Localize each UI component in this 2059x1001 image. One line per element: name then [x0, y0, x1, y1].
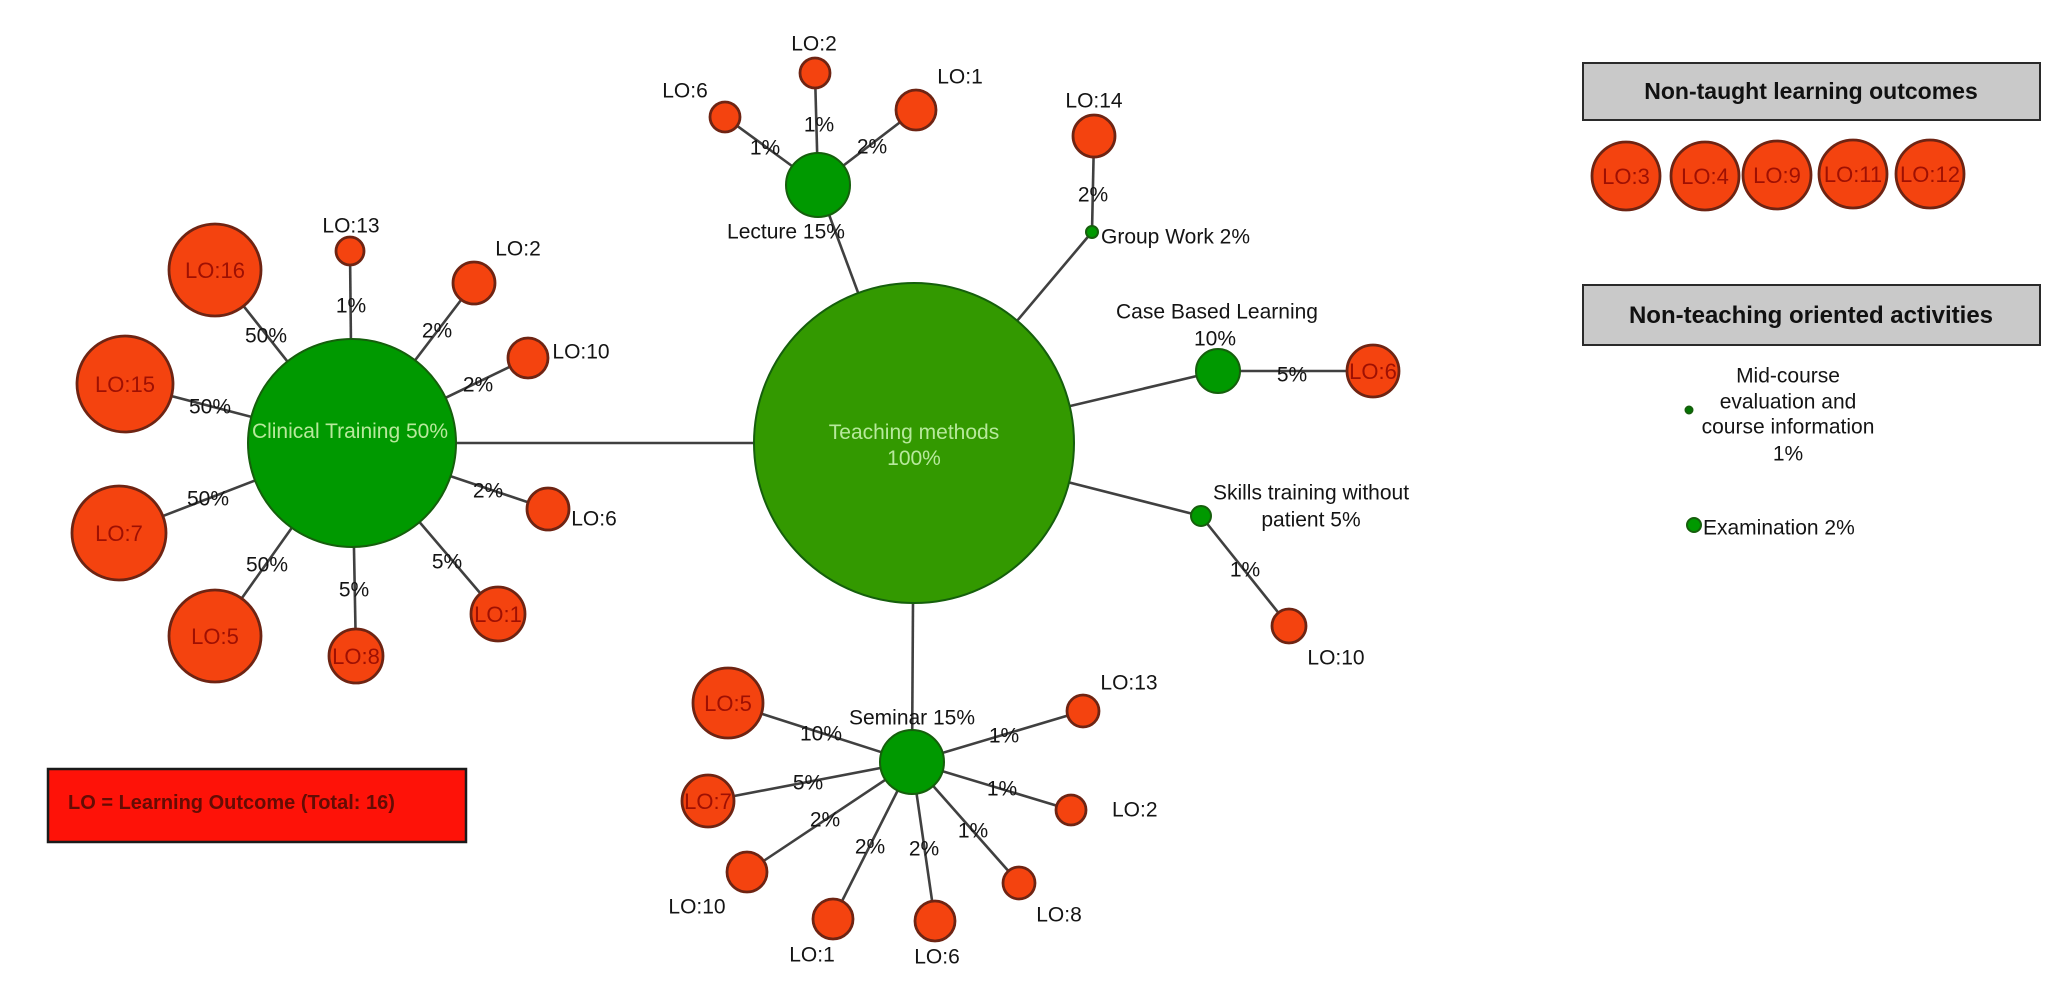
- svg-text:LO:5: LO:5: [704, 691, 752, 716]
- svg-text:LO:2: LO:2: [791, 33, 837, 56]
- svg-text:10%: 10%: [800, 723, 842, 746]
- svg-text:patient 5%: patient 5%: [1261, 509, 1360, 532]
- svg-text:Non-teaching oriented activiti: Non-teaching oriented activities: [1629, 302, 1993, 329]
- svg-text:LO:2: LO:2: [495, 238, 541, 261]
- svg-text:LO:4: LO:4: [1681, 164, 1729, 189]
- svg-text:1%: 1%: [989, 725, 1019, 748]
- svg-text:LO:1: LO:1: [789, 944, 835, 967]
- svg-text:LO:16: LO:16: [185, 258, 245, 283]
- svg-text:LO:6: LO:6: [914, 946, 960, 969]
- svg-text:LO:2: LO:2: [1112, 799, 1158, 822]
- svg-text:Seminar 15%: Seminar 15%: [849, 707, 975, 730]
- svg-text:LO:10: LO:10: [668, 896, 725, 919]
- svg-text:Examination 2%: Examination 2%: [1703, 517, 1855, 540]
- svg-text:1%: 1%: [750, 137, 780, 160]
- svg-text:5%: 5%: [793, 772, 823, 795]
- svg-text:LO:8: LO:8: [332, 644, 380, 669]
- svg-text:50%: 50%: [245, 325, 287, 348]
- svg-text:LO:13: LO:13: [1100, 672, 1157, 695]
- svg-text:LO:7: LO:7: [95, 521, 143, 546]
- svg-text:1%: 1%: [987, 778, 1017, 801]
- svg-text:LO:6: LO:6: [571, 508, 617, 531]
- svg-text:2%: 2%: [810, 809, 840, 832]
- svg-text:Non-taught learning outcomes: Non-taught learning outcomes: [1644, 78, 1978, 104]
- svg-text:LO:14: LO:14: [1065, 90, 1123, 113]
- svg-text:1%: 1%: [1773, 443, 1803, 466]
- svg-text:2%: 2%: [422, 320, 452, 343]
- svg-text:Teaching methods: Teaching methods: [829, 421, 999, 444]
- svg-text:10%: 10%: [1194, 328, 1236, 351]
- svg-text:Group Work 2%: Group Work 2%: [1101, 226, 1250, 249]
- svg-text:100%: 100%: [887, 447, 941, 470]
- svg-text:LO:8: LO:8: [1036, 904, 1082, 927]
- svg-text:LO:11: LO:11: [1824, 162, 1882, 187]
- svg-text:1%: 1%: [336, 295, 366, 318]
- svg-text:LO:10: LO:10: [552, 341, 609, 364]
- svg-text:2%: 2%: [473, 480, 503, 503]
- svg-text:1%: 1%: [958, 820, 988, 843]
- svg-text:LO:15: LO:15: [95, 372, 155, 397]
- svg-text:50%: 50%: [189, 396, 231, 419]
- svg-text:LO:13: LO:13: [322, 215, 379, 238]
- svg-text:2%: 2%: [855, 836, 885, 859]
- svg-text:LO = Learning Outcome (Total:: LO = Learning Outcome (Total: 16): [68, 792, 395, 814]
- svg-text:Case Based Learning: Case Based Learning: [1116, 301, 1318, 324]
- svg-text:LO:7: LO:7: [684, 789, 732, 814]
- svg-text:LO:12: LO:12: [1900, 162, 1960, 187]
- svg-text:LO:6: LO:6: [1349, 359, 1397, 384]
- svg-text:5%: 5%: [432, 551, 462, 574]
- svg-text:LO:6: LO:6: [662, 80, 708, 103]
- svg-text:course information: course information: [1702, 416, 1875, 439]
- svg-text:2%: 2%: [463, 374, 493, 397]
- svg-text:2%: 2%: [1078, 184, 1108, 207]
- svg-text:5%: 5%: [339, 579, 369, 602]
- svg-text:LO:9: LO:9: [1753, 163, 1801, 188]
- svg-text:5%: 5%: [1277, 364, 1307, 387]
- svg-text:1%: 1%: [804, 114, 834, 137]
- svg-text:evaluation and: evaluation and: [1720, 391, 1857, 414]
- svg-text:2%: 2%: [857, 136, 887, 159]
- svg-text:Clinical Training 50%: Clinical Training 50%: [252, 420, 448, 443]
- svg-text:Skills training without: Skills training without: [1213, 482, 1409, 505]
- svg-text:LO:10: LO:10: [1307, 647, 1364, 670]
- svg-text:LO:5: LO:5: [191, 624, 239, 649]
- svg-text:50%: 50%: [246, 554, 288, 577]
- svg-text:LO:3: LO:3: [1602, 164, 1650, 189]
- svg-text:Lecture 15%: Lecture 15%: [727, 221, 845, 244]
- svg-text:LO:1: LO:1: [474, 602, 522, 627]
- svg-text:1%: 1%: [1230, 559, 1260, 582]
- svg-text:Mid-course: Mid-course: [1736, 365, 1840, 388]
- svg-text:50%: 50%: [187, 488, 229, 511]
- svg-text:2%: 2%: [909, 838, 939, 861]
- svg-text:LO:1: LO:1: [937, 66, 983, 89]
